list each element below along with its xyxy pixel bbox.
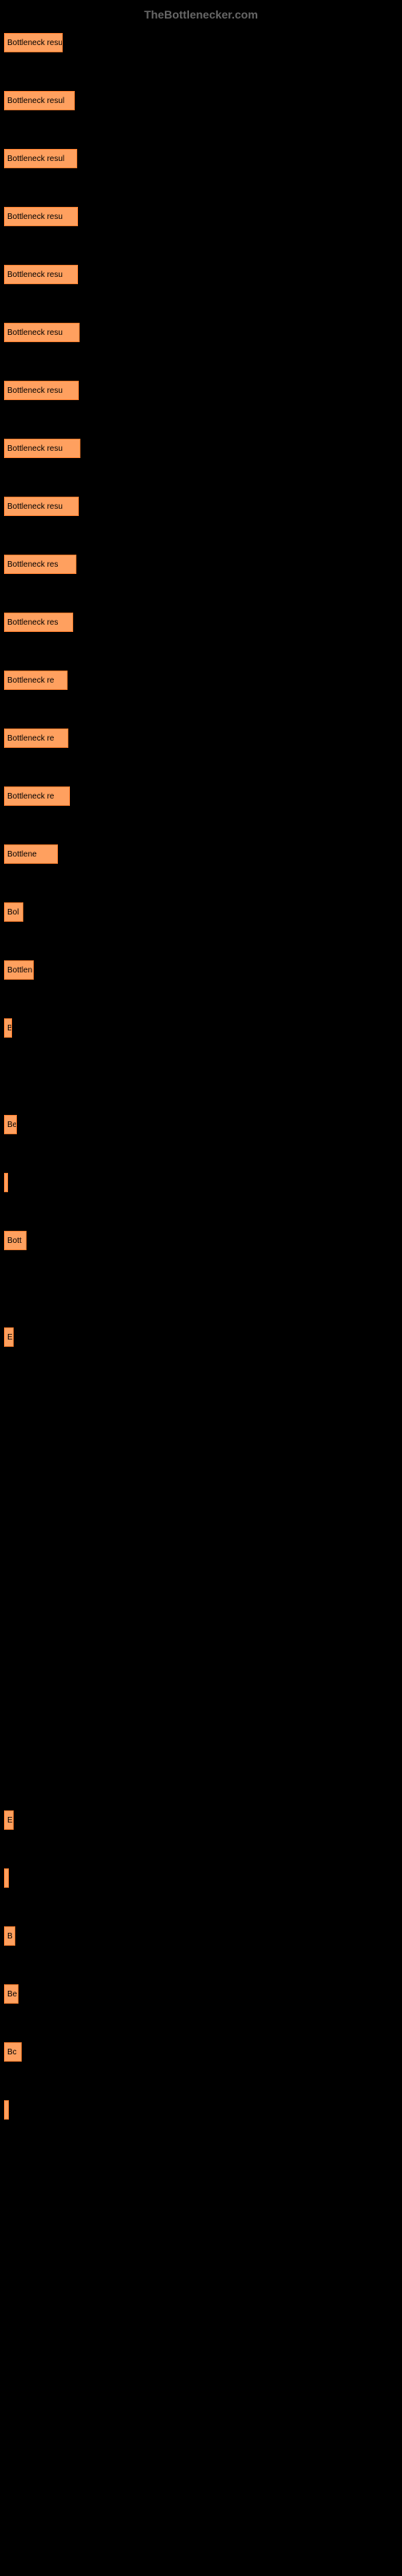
bar-label: Bottlene bbox=[7, 850, 37, 859]
bar-row: Bol bbox=[4, 902, 398, 922]
bar-row: Bottleneck re bbox=[4, 786, 398, 806]
chart-bar: Bottleneck re bbox=[4, 671, 68, 690]
chart-bar bbox=[4, 2100, 9, 2120]
bar-row: B bbox=[4, 1926, 398, 1946]
bar-row: Bottleneck re bbox=[4, 729, 398, 748]
bar-label: Bottleneck resu bbox=[7, 502, 63, 511]
bar-label: Bottleneck resu bbox=[7, 270, 63, 279]
chart-bar: B bbox=[4, 1018, 12, 1038]
bar-label: Bottleneck re bbox=[7, 792, 54, 801]
bar-label: B bbox=[7, 1932, 13, 1941]
chart-bar: Bottleneck resu bbox=[4, 323, 80, 342]
bar-label: E bbox=[7, 1333, 13, 1342]
bar-row: Bottleneck resu bbox=[4, 323, 398, 342]
bar-label: Be bbox=[7, 1990, 17, 1999]
bar-row: Bottleneck resu bbox=[4, 439, 398, 458]
bar-row: Bottleneck result bbox=[4, 33, 398, 52]
bar-row: Bottleneck resu bbox=[4, 497, 398, 516]
bar-row: Be bbox=[4, 1115, 398, 1134]
chart-bar: Bc bbox=[4, 2042, 22, 2062]
bar-chart: Bottleneck result Bottleneck resul Bottlen… bbox=[0, 33, 402, 2120]
bar-label: Bottlen bbox=[7, 966, 32, 975]
chart-bar: Bottlene bbox=[4, 844, 58, 864]
bar-label: Bottleneck resu bbox=[7, 213, 63, 221]
chart-bar: Bottleneck resu bbox=[4, 207, 78, 226]
bar-label: Bottleneck resu bbox=[7, 444, 63, 453]
bar-row: Be bbox=[4, 1984, 398, 2004]
bar-label: Bottleneck result bbox=[7, 39, 63, 47]
chart-bar: Bottleneck res bbox=[4, 613, 73, 632]
bar-label: Bottleneck res bbox=[7, 560, 58, 569]
chart-bar: Bottleneck resu bbox=[4, 497, 79, 516]
chart-bar bbox=[4, 1868, 9, 1888]
bar-row: E bbox=[4, 1327, 398, 1347]
bar-label: Bottleneck re bbox=[7, 676, 54, 685]
bar-row: Bottleneck resul bbox=[4, 149, 398, 168]
bar-row bbox=[4, 1868, 398, 1888]
bar-label: Bottleneck resul bbox=[7, 97, 64, 105]
bar-row: Bottleneck resu bbox=[4, 265, 398, 284]
chart-bar: Bottleneck resul bbox=[4, 149, 77, 168]
chart-bar: Be bbox=[4, 1984, 18, 2004]
bar-row: Bott bbox=[4, 1231, 398, 1250]
chart-bar: Bottleneck resu bbox=[4, 381, 79, 400]
bar-label: Bottleneck resul bbox=[7, 155, 64, 163]
bar-row: Bottlene bbox=[4, 844, 398, 864]
bar-label: Bol bbox=[7, 908, 18, 917]
bar-label: E bbox=[7, 1816, 13, 1825]
bar-label: Be bbox=[7, 1121, 17, 1129]
chart-bar: Bol bbox=[4, 902, 23, 922]
bar-label: Bott bbox=[7, 1236, 22, 1245]
chart-bar: Be bbox=[4, 1115, 17, 1134]
watermark-text: TheBottlenecker.com bbox=[0, 8, 402, 21]
bar-row: B bbox=[4, 1018, 398, 1038]
bar-row: Bottleneck re bbox=[4, 671, 398, 690]
bar-label: Bc bbox=[7, 2048, 17, 2057]
bar-row: Bottleneck resul bbox=[4, 91, 398, 110]
chart-bar: B bbox=[4, 1926, 15, 1946]
chart-bar: Bottleneck re bbox=[4, 786, 70, 806]
chart-bar: Bottleneck resu bbox=[4, 265, 78, 284]
chart-bar: Bott bbox=[4, 1231, 27, 1250]
chart-bar: Bottleneck resu bbox=[4, 439, 80, 458]
chart-bar: E bbox=[4, 1810, 14, 1830]
bar-row bbox=[4, 2100, 398, 2120]
chart-bar: Bottlen bbox=[4, 960, 34, 980]
bar-label: B bbox=[7, 1024, 12, 1033]
bar-row: Bottlen bbox=[4, 960, 398, 980]
chart-bar: Bottleneck result bbox=[4, 33, 63, 52]
bar-label: Bottleneck resu bbox=[7, 328, 63, 337]
bar-row: Bottleneck res bbox=[4, 555, 398, 574]
bar-row: Bottleneck res bbox=[4, 613, 398, 632]
bar-row bbox=[4, 1173, 398, 1192]
chart-bar: Bottleneck re bbox=[4, 729, 68, 748]
bar-row: Bc bbox=[4, 2042, 398, 2062]
bar-row: Bottleneck resu bbox=[4, 207, 398, 226]
chart-bar: Bottleneck resul bbox=[4, 91, 75, 110]
bar-label: Bottleneck res bbox=[7, 618, 58, 627]
chart-bar: E bbox=[4, 1327, 14, 1347]
bar-label: Bottleneck resu bbox=[7, 386, 63, 395]
bar-row: Bottleneck resu bbox=[4, 381, 398, 400]
chart-bar bbox=[4, 1173, 8, 1192]
chart-bar: Bottleneck res bbox=[4, 555, 76, 574]
bar-row: E bbox=[4, 1810, 398, 1830]
bar-label: Bottleneck re bbox=[7, 734, 54, 743]
